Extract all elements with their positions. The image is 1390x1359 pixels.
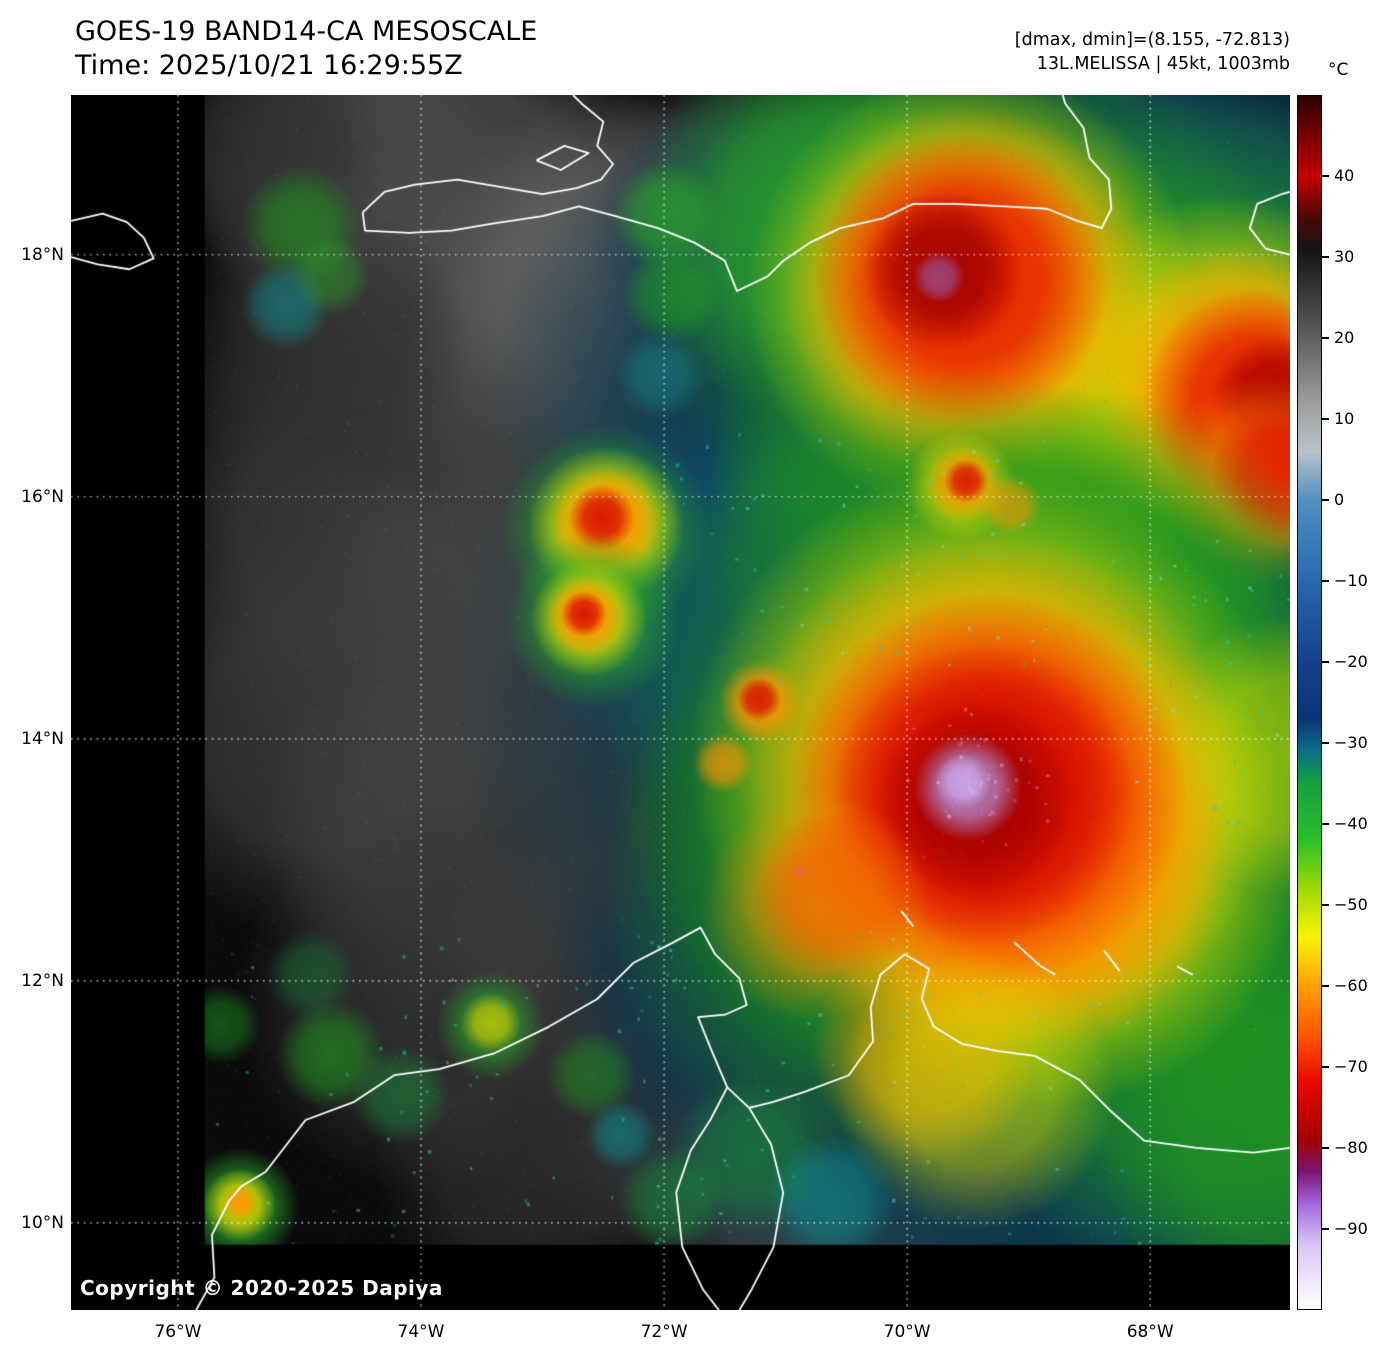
dmax-dmin-annotation: [dmax, dmin]=(8.155, -72.813) — [1014, 30, 1290, 50]
colorbar-unit-label: °C — [1328, 60, 1349, 80]
colorbar-tick-label: 40 — [1334, 166, 1355, 185]
colorbar-tick-mark — [1322, 823, 1329, 825]
colorbar-tick-mark — [1322, 337, 1329, 339]
colorbar-tick-mark — [1322, 742, 1329, 744]
lon-tick-label: 72°W — [640, 1322, 688, 1342]
lat-tick-label: 14°N — [21, 728, 64, 749]
figure-time: Time: 2025/10/21 16:29:55Z — [75, 50, 463, 81]
lon-tick-label: 68°W — [1126, 1322, 1174, 1342]
colorbar-tick-label: −10 — [1334, 571, 1368, 590]
colorbar-tick-label: 10 — [1334, 409, 1355, 428]
storm-info-annotation: 13L.MELISSA | 45kt, 1003mb — [1036, 54, 1290, 74]
lat-tick-label: 10°N — [21, 1212, 64, 1233]
lon-tick-label: 76°W — [154, 1322, 202, 1342]
colorbar-tick-label: −60 — [1334, 976, 1368, 995]
colorbar-tick-label: 20 — [1334, 328, 1355, 347]
colorbar-tick-label: −70 — [1334, 1057, 1368, 1076]
satellite-map-canvas — [71, 95, 1290, 1310]
colorbar-tick-mark — [1322, 418, 1329, 420]
colorbar-tick-mark — [1322, 175, 1329, 177]
figure-title: GOES-19 BAND14-CA MESOSCALE — [75, 16, 538, 47]
colorbar-tick-label: 0 — [1334, 490, 1345, 509]
colorbar-tick-label: −90 — [1334, 1219, 1368, 1238]
colorbar-gradient — [1298, 96, 1321, 1309]
colorbar-tick-label: 30 — [1334, 247, 1355, 266]
colorbar-tick-mark — [1322, 661, 1329, 663]
colorbar-tick-label: −40 — [1334, 814, 1368, 833]
colorbar-tick-mark — [1322, 985, 1329, 987]
colorbar-tick-mark — [1322, 1228, 1329, 1230]
lat-tick-label: 12°N — [21, 970, 64, 991]
lon-tick-label: 74°W — [397, 1322, 445, 1342]
colorbar-tick-label: −20 — [1334, 652, 1368, 671]
colorbar-tick-mark — [1322, 256, 1329, 258]
lon-tick-label: 70°W — [883, 1322, 931, 1342]
colorbar-tick-mark — [1322, 1147, 1329, 1149]
colorbar-tick-mark — [1322, 904, 1329, 906]
colorbar — [1297, 95, 1322, 1310]
colorbar-tick-label: −50 — [1334, 895, 1368, 914]
copyright-text: Copyright © 2020-2025 Dapiya — [80, 1276, 443, 1300]
colorbar-tick-label: −80 — [1334, 1138, 1368, 1157]
lat-tick-label: 16°N — [21, 486, 64, 507]
colorbar-tick-mark — [1322, 499, 1329, 501]
lat-tick-label: 18°N — [21, 244, 64, 265]
colorbar-tick-mark — [1322, 1066, 1329, 1068]
colorbar-tick-label: −30 — [1334, 733, 1368, 752]
colorbar-tick-mark — [1322, 580, 1329, 582]
